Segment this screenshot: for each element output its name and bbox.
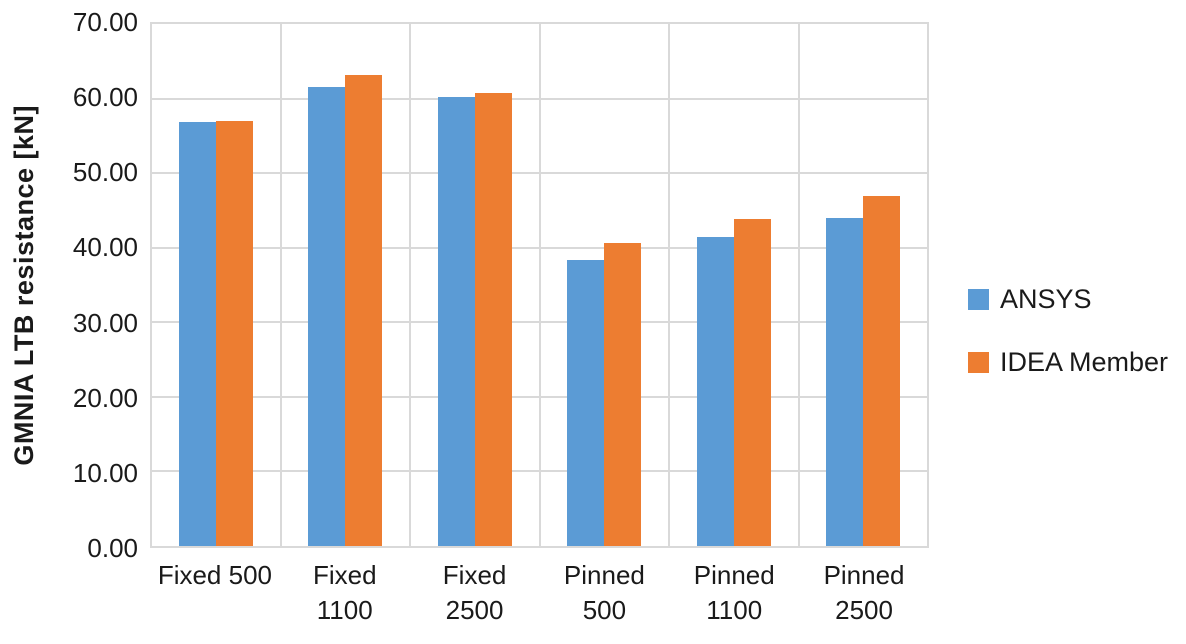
bar-group-fixed-2500 [437, 24, 512, 546]
y-tick-label: 60.00 [72, 82, 138, 113]
category-column-fixed-2500 [411, 24, 541, 546]
bar-idea-member-pinned-2500 [863, 195, 901, 546]
bar-group-pinned-2500 [826, 24, 901, 546]
x-axis-label-line: 2500 [835, 595, 893, 625]
bar-ansys-pinned-500 [567, 260, 605, 546]
bar-idea-member-fixed-1100 [345, 75, 383, 546]
bar-ansys-pinned-2500 [826, 217, 864, 546]
bar-idea-member-fixed-500 [215, 120, 253, 546]
y-tick-label: 20.00 [72, 382, 138, 413]
y-tick-label: 30.00 [72, 307, 138, 338]
legend-marker-idea-member [968, 351, 989, 373]
category-column-fixed-500 [152, 24, 282, 546]
category-column-pinned-2500 [800, 24, 928, 546]
x-axis-label-line: Fixed [312, 560, 377, 590]
x-axis-label-line: Fixed 500 [157, 560, 272, 590]
x-axis-label-fixed-2500: Fixed 2500 [410, 558, 540, 628]
bar-group-pinned-1100 [696, 24, 771, 546]
bar-ansys-fixed-500 [178, 122, 216, 546]
bar-group-pinned-500 [567, 24, 642, 546]
x-axis-label-line: Pinned [693, 560, 775, 590]
x-axis-labels: Fixed 500 Fixed 1100 Fixed 2500 Pinned 500 Pinn… [150, 558, 929, 628]
x-axis-label-line: Pinned [563, 560, 645, 590]
plot-area [150, 22, 929, 548]
bar-group-fixed-500 [178, 24, 253, 546]
x-axis-label-pinned-500: Pinned 500 [539, 558, 669, 628]
bar-group-fixed-1100 [308, 24, 383, 546]
x-axis-label-line: 1100 [316, 595, 373, 625]
x-axis-label-line: 2500 [445, 595, 504, 625]
x-axis-label-line: Fixed [442, 560, 507, 590]
legend: ANSYS IDEA Member [968, 281, 1168, 380]
x-axis-label-pinned-2500: Pinned 2500 [799, 558, 929, 628]
bar-ansys-fixed-2500 [437, 97, 475, 546]
x-axis-label-line: 1100 [706, 595, 763, 625]
bar-idea-member-fixed-2500 [474, 92, 512, 546]
category-column-fixed-1100 [282, 24, 411, 546]
legend-marker-ansys [968, 288, 989, 310]
categories-layer [152, 24, 927, 546]
legend-label: ANSYS [1000, 284, 1092, 314]
x-axis-label-fixed-500: Fixed 500 [150, 558, 280, 628]
legend-label: IDEA Member [1000, 347, 1169, 377]
x-axis-label-pinned-1100: Pinned 1100 [669, 558, 799, 628]
legend-item-ansys: ANSYS [968, 281, 1168, 317]
y-tick-label: 70.00 [72, 7, 138, 37]
y-tick-label: 10.00 [72, 457, 138, 488]
y-tick-label: 50.00 [72, 157, 138, 188]
x-axis-label-fixed-1100: Fixed 1100 [280, 558, 410, 628]
legend-item-idea-member: IDEA Member [968, 344, 1168, 380]
x-axis-label-line: 500 [582, 595, 627, 625]
bar-idea-member-pinned-500 [604, 242, 642, 546]
y-tick-label: 40.00 [72, 232, 138, 263]
x-axis-label-line: Pinned [823, 560, 905, 590]
bar-idea-member-pinned-1100 [733, 219, 771, 546]
y-tick-label: 0.00 [87, 533, 138, 563]
category-column-pinned-500 [541, 24, 670, 546]
y-axis-tick-labels: 0.00 10.00 20.00 30.00 40.00 50.00 60.00 70.00 [0, 9, 138, 561]
category-column-pinned-1100 [670, 24, 800, 546]
bar-ansys-fixed-1100 [308, 87, 346, 546]
bar-ansys-pinned-1100 [696, 237, 734, 546]
